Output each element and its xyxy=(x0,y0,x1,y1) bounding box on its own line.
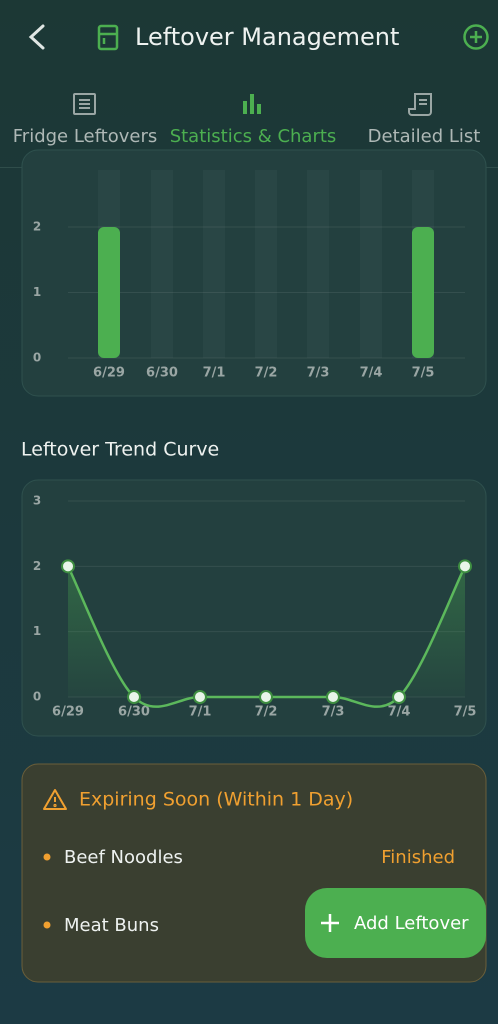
bar-track xyxy=(255,170,277,358)
x-tick-label: 7/4 xyxy=(388,705,411,720)
point xyxy=(127,690,141,704)
x-tick-label: 7/3 xyxy=(322,705,345,720)
line-chart: 0 1 2 3 6/29 6/30 7/1 7/2 7/3 7/4 7/5 xyxy=(33,494,477,720)
x-tick-label: 7/4 xyxy=(360,366,383,381)
bar-chart: 0 1 2 6/29 6/30 7/1 7/2 7/3 7/4 7/5 xyxy=(33,170,465,381)
bar xyxy=(98,227,120,358)
bar-card xyxy=(21,149,487,397)
point xyxy=(392,690,406,704)
tab-active[interactable]: Statistics & Charts xyxy=(170,126,337,147)
tab-icon xyxy=(73,93,96,115)
add-button[interactable] xyxy=(463,24,489,50)
x-tick-label: 7/1 xyxy=(203,366,226,381)
x-tick-label: 6/30 xyxy=(146,366,178,381)
item-status: Finished xyxy=(381,847,455,868)
bullet xyxy=(43,853,51,861)
y-tick-label: 1 xyxy=(33,624,41,638)
bar-track xyxy=(151,170,173,358)
bar-track xyxy=(307,170,329,358)
x-tick-label: 7/5 xyxy=(412,366,435,381)
warning-icon xyxy=(43,789,67,810)
y-tick-label: 2 xyxy=(33,559,41,573)
x-tick-label: 7/2 xyxy=(255,705,278,720)
expiring-title: Expiring Soon (Within 1 Day) xyxy=(79,789,353,811)
back-button[interactable] xyxy=(28,24,45,50)
y-tick-label: 2 xyxy=(33,220,41,234)
y-tick-label: 0 xyxy=(33,351,41,365)
point xyxy=(458,559,472,574)
bar xyxy=(412,227,434,358)
line-area xyxy=(68,566,465,707)
line-card xyxy=(21,479,487,737)
x-tick-label: 7/1 xyxy=(189,705,212,720)
point xyxy=(61,559,75,574)
app-icon xyxy=(97,24,119,51)
x-tick-label: 7/5 xyxy=(454,705,477,720)
fab-icon xyxy=(321,914,339,932)
item-name: Beef Noodles xyxy=(64,847,183,868)
x-tick-label: 7/3 xyxy=(307,366,330,381)
bar-track xyxy=(360,170,382,358)
x-tick-label: 6/29 xyxy=(93,366,125,381)
point xyxy=(259,690,273,704)
tab-icon xyxy=(243,94,261,114)
tab[interactable]: Fridge Leftovers xyxy=(13,126,157,147)
point xyxy=(326,690,340,704)
y-tick-label: 0 xyxy=(33,690,41,704)
x-tick-label: 7/2 xyxy=(255,366,278,381)
fab-label: Add Leftover xyxy=(354,913,469,934)
header-title: Leftover Management xyxy=(135,23,399,51)
bullet xyxy=(43,921,51,929)
section-title: Leftover Trend Curve xyxy=(21,439,219,461)
tab[interactable]: Detailed List xyxy=(368,126,481,147)
x-tick-label: 6/29 xyxy=(52,705,84,720)
item-name: Meat Buns xyxy=(64,915,159,936)
x-tick-label: 6/30 xyxy=(118,705,150,720)
fab[interactable] xyxy=(305,888,486,958)
y-tick-label: 3 xyxy=(33,494,41,508)
bar-track xyxy=(203,170,225,358)
tab-icon xyxy=(408,93,432,116)
point xyxy=(193,690,207,704)
y-tick-label: 1 xyxy=(33,285,41,299)
